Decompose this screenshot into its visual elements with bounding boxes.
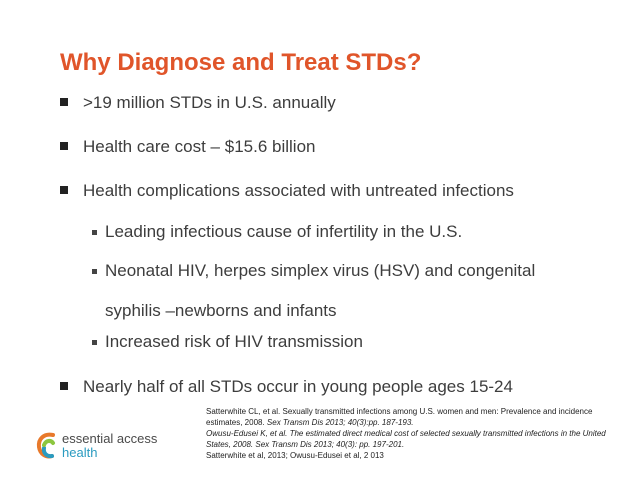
sub-bullet-item: Leading infectious cause of infertility … (92, 221, 462, 243)
citation-1-text: Satterwhite CL, et al. Sexually transmit… (206, 407, 593, 427)
bullet-text: Health complications associated with unt… (83, 181, 514, 200)
sub-bullet-item: Increased risk of HIV transmission (92, 331, 363, 353)
bullet-text: Health care cost – $15.6 billion (83, 137, 316, 156)
bullet-item: Nearly half of all STDs occur in young p… (60, 376, 513, 398)
square-bullet-icon (92, 230, 97, 235)
slide-title: Why Diagnose and Treat STDs? (60, 49, 422, 76)
bullet-item: Health complications associated with unt… (60, 180, 514, 202)
citation-3: Satterwhite et al, 2013; Owusu-Edusei et… (206, 451, 384, 460)
logo-line-2: health (62, 445, 98, 460)
sub-bullet-item: Neonatal HIV, herpes simplex virus (HSV)… (92, 260, 535, 322)
bullet-text: Nearly half of all STDs occur in young p… (83, 377, 513, 396)
citation-1-journal: Sex Transm Dis 2013; 40(3):pp. 187-193. (266, 418, 414, 427)
essential-access-health-logo: essential access health (36, 431, 157, 461)
bullet-text: >19 million STDs in U.S. annually (83, 93, 336, 112)
logo-line-1: essential access (62, 431, 158, 446)
square-bullet-icon (60, 98, 68, 106)
sub-bullet-text: Neonatal HIV, herpes simplex virus (HSV)… (105, 260, 535, 322)
citation-2: Owusu-Edusei K, et al. The estimated dir… (206, 429, 606, 449)
sub-bullet-text: Increased risk of HIV transmission (105, 332, 363, 351)
logo-wordmark: essential access health (62, 432, 157, 460)
sub-bullet-text: Leading infectious cause of infertility … (105, 222, 463, 241)
logo-mark-icon (36, 432, 55, 459)
sub-bullet-line-1: Neonatal HIV, herpes simplex virus (HSV)… (105, 261, 536, 280)
bullet-item: >19 million STDs in U.S. annually (60, 92, 336, 114)
square-bullet-icon (60, 186, 68, 194)
square-bullet-icon (60, 382, 68, 390)
bullet-item: Health care cost – $15.6 billion (60, 136, 315, 158)
square-bullet-icon (60, 142, 68, 150)
square-bullet-icon (92, 340, 97, 345)
citations: Satterwhite CL, et al. Sexually transmit… (206, 406, 606, 461)
square-bullet-icon (92, 269, 97, 274)
sub-bullet-line-2: syphilis –newborns and infants (105, 301, 337, 320)
citation-1: Satterwhite CL, et al. Sexually transmit… (206, 406, 606, 428)
